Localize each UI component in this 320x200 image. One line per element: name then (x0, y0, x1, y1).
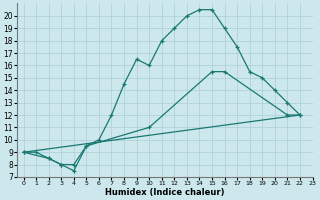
X-axis label: Humidex (Indice chaleur): Humidex (Indice chaleur) (105, 188, 225, 197)
